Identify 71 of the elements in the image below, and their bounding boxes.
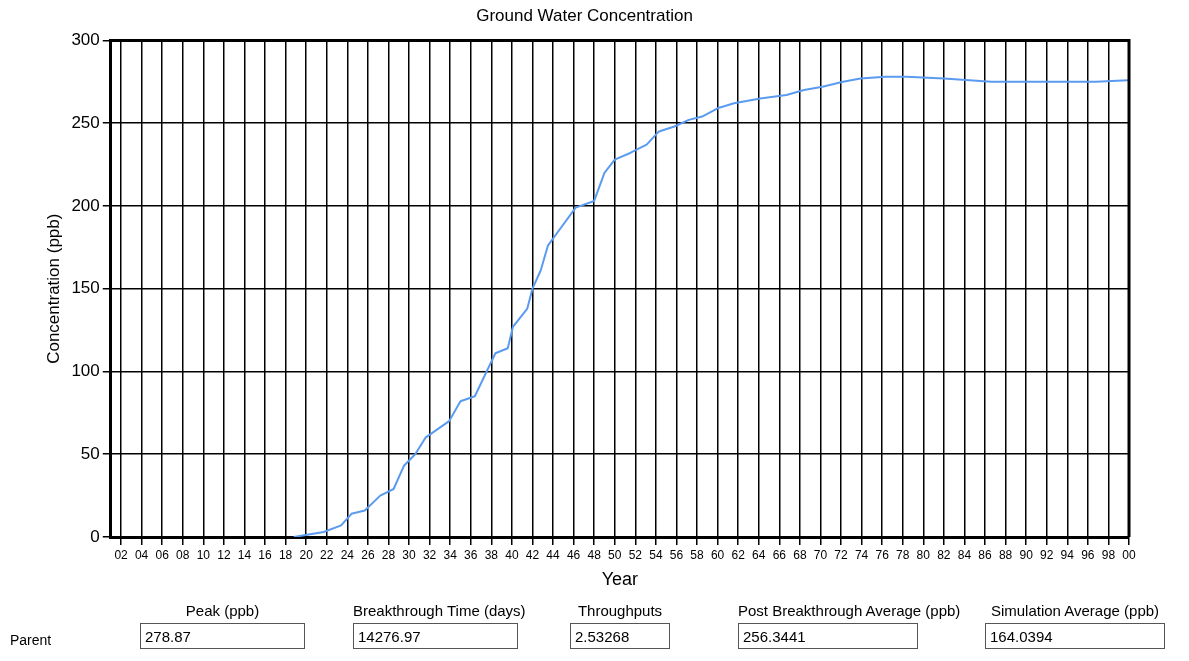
x-tick-label: 74 [854,547,869,562]
x-tick-label: 80 [916,547,931,562]
chart-title: Ground Water Concentration [476,5,693,25]
x-tick-label: 44 [546,547,561,562]
x-tick-label: 48 [587,547,602,562]
text: Simulation Average (ppb) [989,602,1161,619]
x-tick-label: 00 [1122,547,1136,562]
y-tick-label: 100 [71,361,100,381]
text-field: 2.53268 [570,623,670,649]
x-tick-label: 56 [669,547,684,562]
x-tick-label: 98 [1101,547,1116,562]
x-tick-label: 92 [1040,547,1054,562]
x-axis-title: Year [601,569,639,590]
x-tick-label: 62 [731,547,746,562]
y-tick-label: 150 [71,278,100,298]
x-tick-label: 18 [278,547,293,562]
y-tick-label: 200 [71,195,100,215]
x-tick-label: 86 [978,547,992,562]
x-tick-label: 20 [299,547,314,562]
x-tick-label: 24 [340,547,355,562]
x-tick-label: 84 [957,547,972,562]
text-field: 164.0394 [985,623,1165,649]
x-tick-label: 88 [998,547,1013,562]
text: Throughputs [576,602,664,619]
x-tick-label: 76 [875,547,890,562]
x-tick-label: 94 [1060,547,1075,562]
text-field: 14276.97 [353,623,518,649]
x-tick-label: 42 [525,547,540,562]
x-tick-label: 72 [834,547,849,562]
x-tick-label: 68 [793,547,807,562]
x-tick-label: 70 [813,547,828,562]
x-tick-label: 22 [320,547,334,562]
x-tick-label: 50 [608,547,622,562]
text: Peak (ppb) [184,602,261,619]
x-tick-label: 10 [196,547,211,562]
x-tick-label: 96 [1081,547,1095,562]
x-tick-label: 38 [484,547,499,562]
x-tick-label: 02 [114,547,129,562]
x-tick-label: 90 [1019,547,1034,562]
x-tick-label: 64 [752,547,766,562]
x-tick-label: 52 [628,547,643,562]
x-tick-label: 46 [566,547,581,562]
x-tick-label: 14 [237,547,252,562]
x-tick-label: 30 [402,547,417,562]
x-tick-label: 82 [937,547,951,562]
text: Breakthrough Time (days) [353,602,526,619]
y-tick-label: 300 [71,30,100,50]
x-tick-label: 16 [258,547,273,562]
y-tick-label: 50 [80,443,100,463]
x-tick-label: 26 [361,547,375,562]
text: Post Breakthrough Average (ppb) [738,602,961,619]
x-tick-label: 34 [443,547,458,562]
y-tick-label: 0 [90,526,100,546]
text-field: 278.87 [140,623,305,649]
x-tick-label: 08 [176,547,190,562]
text: Parent [10,632,52,648]
y-axis-title: Concentration (ppb) [43,213,63,364]
x-tick-label: 04 [134,547,149,562]
text-field: 256.3441 [738,623,918,649]
x-tick-label: 60 [710,547,725,562]
x-tick-label: 78 [896,547,910,562]
x-tick-label: 36 [464,547,478,562]
x-tick-label: 54 [649,547,663,562]
x-tick-label: 66 [772,547,787,562]
x-tick-label: 32 [422,547,437,562]
x-tick-label: 06 [155,547,170,562]
y-tick-label: 250 [71,112,100,132]
x-tick-label: 40 [505,547,519,562]
x-tick-label: 12 [217,547,231,562]
x-tick-label: 28 [381,547,396,562]
x-tick-label: 58 [690,547,705,562]
